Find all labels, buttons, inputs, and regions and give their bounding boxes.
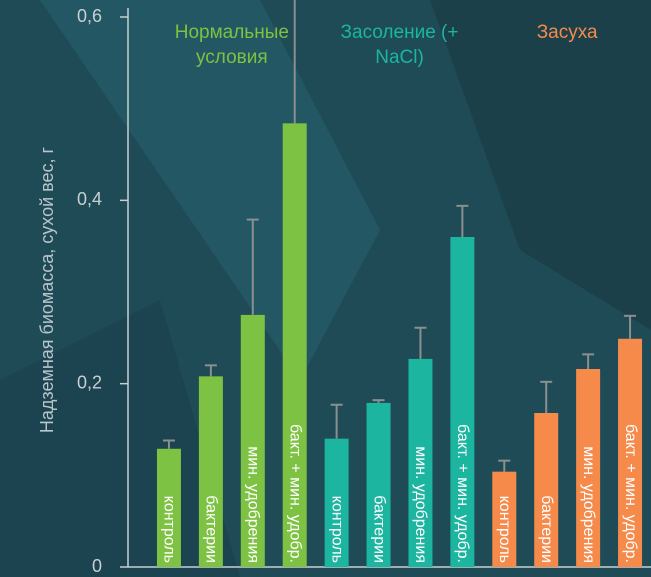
bar-label: контроль bbox=[328, 496, 345, 563]
bar bbox=[618, 338, 643, 567]
bar bbox=[534, 413, 559, 567]
group-label: Засуха bbox=[536, 22, 598, 43]
bar bbox=[324, 438, 349, 567]
bar-label: бакт. + мин. удобр. bbox=[286, 424, 303, 563]
bar-label: мин. удобрения bbox=[245, 446, 262, 563]
bar-label: бактерии bbox=[538, 495, 555, 563]
bar bbox=[492, 471, 517, 567]
y-tick-label: 0 bbox=[92, 556, 102, 576]
bar-label: мин. удобрения bbox=[580, 446, 597, 563]
y-tick-label: 0,2 bbox=[77, 372, 102, 392]
bar bbox=[240, 314, 265, 567]
bar bbox=[282, 123, 307, 567]
background-shape bbox=[430, 0, 651, 330]
y-tick-label: 0,6 bbox=[77, 6, 102, 26]
y-axis-label: Надземная биомасса, сухой вес, г bbox=[37, 146, 57, 433]
bar-label: контроль bbox=[161, 496, 178, 563]
bar-label: бакт. + мин. удобр. bbox=[622, 424, 639, 563]
y-tick-label: 0,4 bbox=[77, 189, 102, 209]
bar-label: мин. удобрения bbox=[412, 446, 429, 563]
bar bbox=[450, 237, 475, 567]
bar-label: бактерии bbox=[203, 495, 220, 563]
bar bbox=[366, 402, 391, 567]
group-label: Засоление (+ NaCl) bbox=[340, 22, 459, 68]
bar bbox=[156, 448, 181, 567]
bar-label: бакт. + мин. удобр. bbox=[454, 424, 471, 563]
bar bbox=[576, 369, 601, 567]
bar bbox=[198, 376, 223, 567]
bar bbox=[408, 358, 433, 567]
bar-label: бактерии bbox=[370, 495, 387, 563]
group-label: Нормальные условия bbox=[174, 22, 289, 68]
bar-label: контроль bbox=[496, 496, 513, 563]
